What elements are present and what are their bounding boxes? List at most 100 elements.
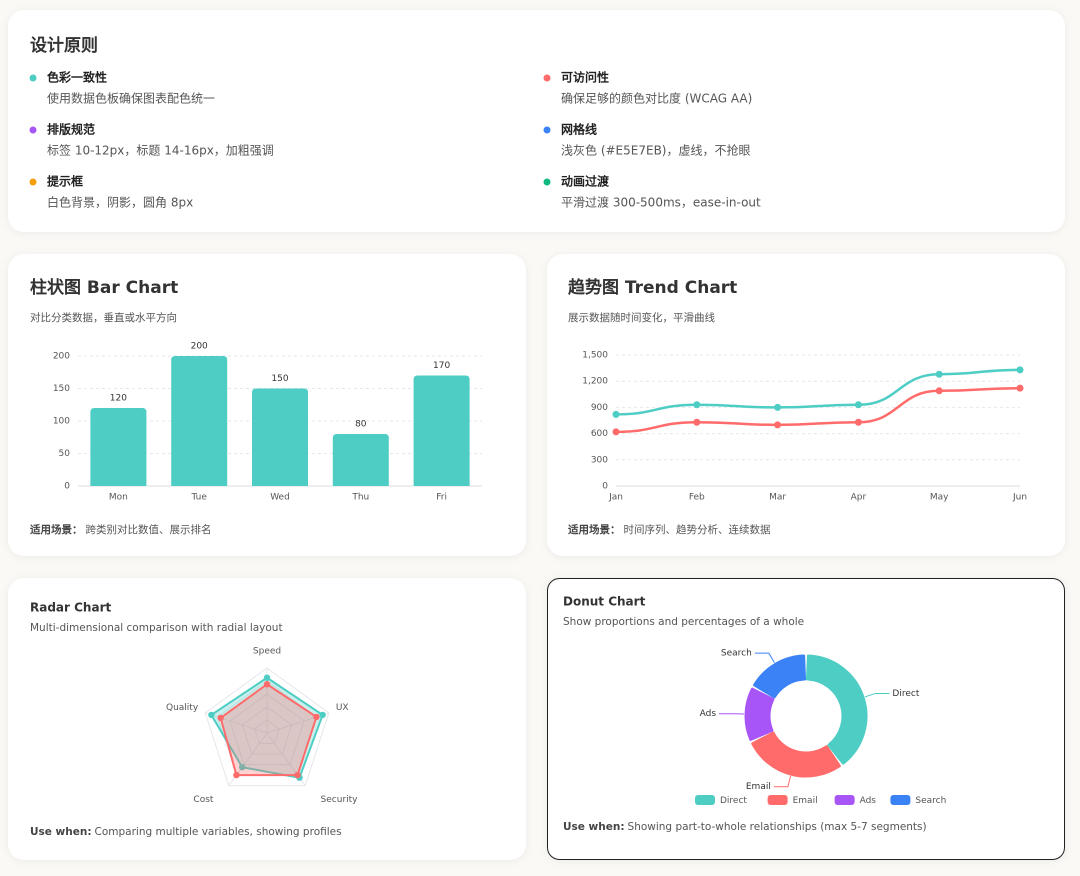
y-tick-label: 1,500 (582, 351, 608, 361)
bar-value-label: 120 (110, 394, 127, 404)
line-point (1017, 366, 1024, 373)
principle-dot (30, 179, 37, 186)
chart-title: Radar Chart (30, 601, 111, 615)
radar-point (264, 681, 270, 687)
chart-title: 趋势图 Trend Chart (568, 277, 737, 298)
line-point (693, 401, 700, 408)
x-tick-label: Tue (191, 493, 208, 503)
principle-dot (30, 75, 37, 82)
y-tick-label: 200 (53, 352, 70, 362)
usage-text: Showing part-to-whole relationships (max… (628, 821, 927, 833)
principles-title: 设计原则 (30, 35, 98, 56)
usage-note: Use when:Comparing multiple variables, s… (30, 826, 342, 838)
chart-title: 柱状图 Bar Chart (30, 277, 178, 298)
legend-swatch (835, 795, 855, 805)
radar-axis-label: Speed (253, 647, 281, 657)
radar-point (233, 772, 239, 778)
principle-dot (30, 127, 37, 134)
line-point (855, 401, 862, 408)
principle-name: 排版规范 (47, 122, 95, 137)
chart-subtitle: Show proportions and percentages of a wh… (563, 616, 804, 628)
x-tick-label: Jun (1012, 493, 1027, 503)
x-tick-label: Mar (769, 493, 786, 503)
chart-title: Donut Chart (563, 595, 646, 609)
principle-name: 色彩一致性 (47, 70, 107, 85)
x-tick-label: May (930, 493, 949, 503)
donut-label: Direct (892, 689, 919, 699)
legend-label: Ads (860, 796, 877, 806)
x-tick-label: Mon (109, 493, 128, 503)
x-tick-label: Jan (608, 493, 623, 503)
usage-text: Comparing multiple variables, showing pr… (95, 826, 342, 838)
usage-note: 适用场景：时间序列、趋势分析、连续数据 (568, 523, 771, 536)
principle-name: 可访问性 (561, 70, 609, 85)
radar-axis-label: Cost (193, 795, 213, 805)
x-tick-label: Feb (689, 493, 705, 503)
radar-point (319, 712, 325, 718)
y-tick-label: 300 (591, 455, 608, 465)
radar-axis-label: Security (321, 795, 359, 805)
usage-label: 适用场景： (30, 523, 83, 536)
bar (333, 434, 389, 486)
radar-point (264, 675, 270, 681)
y-tick-label: 0 (64, 482, 70, 492)
principle-desc: 确保足够的颜色对比度 (WCAG AA) (561, 91, 752, 106)
trend-card (547, 254, 1065, 556)
y-tick-label: 150 (53, 384, 70, 394)
radar-axis-label: UX (336, 703, 349, 713)
bar-value-label: 200 (191, 342, 208, 352)
x-tick-label: Wed (270, 493, 290, 503)
usage-label: 适用场景： (568, 523, 621, 536)
line-point (613, 428, 620, 435)
donut-label: Search (721, 649, 752, 659)
y-tick-label: 100 (53, 417, 70, 427)
legend-label: Search (915, 796, 946, 806)
bar (90, 408, 146, 486)
donut-segment (746, 689, 773, 739)
line-point (936, 387, 943, 394)
bar-value-label: 150 (271, 374, 288, 384)
chart-subtitle: Multi-dimensional comparison with radial… (30, 622, 283, 634)
radar-point (217, 715, 223, 721)
principle-desc: 使用数据色板确保图表配色统一 (47, 91, 215, 106)
donut-label: Ads (700, 709, 717, 719)
donut-label: Email (746, 782, 771, 792)
line-point (936, 371, 943, 378)
usage-note: Use when:Showing part-to-whole relations… (563, 821, 927, 833)
principle-desc: 白色背景，阴影，圆角 8px (47, 195, 193, 210)
y-tick-label: 600 (591, 429, 608, 439)
usage-note: 适用场景：跨类别对比数值、展示排名 (30, 523, 212, 536)
bar (171, 356, 227, 486)
chart-subtitle: 对比分类数据，垂直或水平方向 (30, 311, 177, 324)
usage-text: 跨类别对比数值、展示排名 (86, 523, 212, 536)
line-point (774, 404, 781, 411)
principle-desc: 平滑过渡 300-500ms，ease-in-out (561, 195, 761, 210)
line-point (693, 419, 700, 426)
y-tick-label: 900 (591, 403, 608, 413)
radar-point (294, 772, 300, 778)
bar-value-label: 170 (433, 361, 450, 371)
principle-dot (544, 75, 551, 82)
usage-label: Use when: (30, 826, 92, 838)
principle-dot (544, 127, 551, 134)
principle-name: 网格线 (561, 122, 597, 137)
radar-point (208, 712, 214, 718)
principle-name: 提示框 (47, 174, 83, 189)
radar-point (313, 714, 319, 720)
principle-desc: 浅灰色 (#E5E7EB)，虚线，不抢眼 (561, 143, 750, 158)
y-tick-label: 50 (59, 449, 71, 459)
line-point (774, 421, 781, 428)
usage-label: Use when: (563, 821, 625, 833)
principle-dot (544, 179, 551, 186)
bar-value-label: 80 (355, 420, 367, 430)
chart-subtitle: 展示数据随时间变化，平滑曲线 (568, 311, 715, 324)
principle-desc: 标签 10-12px，标题 14-16px，加粗强调 (47, 143, 274, 158)
x-tick-label: Apr (851, 493, 867, 503)
bar (252, 389, 308, 487)
usage-text: 时间序列、趋势分析、连续数据 (624, 523, 771, 536)
x-tick-label: Thu (351, 493, 369, 503)
line-point (1017, 385, 1024, 392)
x-tick-label: Fri (436, 493, 447, 503)
